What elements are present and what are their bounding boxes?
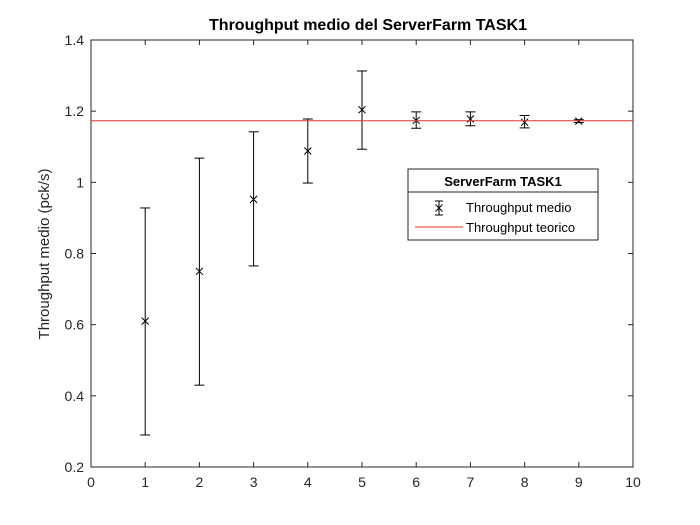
legend-title: ServerFarm TASK1 xyxy=(444,174,562,189)
chart-title: Throughput medio del ServerFarm TASK1 xyxy=(209,17,527,34)
y-tick-label: 0.4 xyxy=(65,388,85,404)
x-tick-label: 2 xyxy=(196,474,204,490)
x-marker xyxy=(303,147,312,155)
legend-entry-throughput-medio: Throughput medio xyxy=(435,200,572,216)
plot-area: 0 1 2 3 4 5 6 7 8 9 10 0.2 0.4 0.6 0.8 1 1.2 1.4 xyxy=(65,32,641,490)
y-tick-label: 1.4 xyxy=(65,32,85,48)
data-point xyxy=(248,131,259,267)
x-axis: 0 1 2 3 4 5 6 7 8 9 10 xyxy=(87,40,641,490)
y-tick-label: 0.2 xyxy=(65,459,85,475)
legend-entry-throughput-teorico: Throughput teorico xyxy=(415,220,575,235)
x-marker xyxy=(520,118,529,127)
y-tick-label: 1.2 xyxy=(65,103,85,119)
x-marker xyxy=(141,317,150,325)
x-marker xyxy=(466,115,475,123)
x-tick-label: 6 xyxy=(412,474,420,490)
x-tick-label: 0 xyxy=(87,474,95,490)
legend-x-marker xyxy=(435,204,443,212)
x-tick-label: 5 xyxy=(358,474,366,490)
data-point xyxy=(519,114,530,129)
legend-label-throughput-medio: Throughput medio xyxy=(466,200,572,215)
x-marker xyxy=(249,195,258,204)
x-marker xyxy=(195,267,204,276)
x-tick-label: 9 xyxy=(575,474,583,490)
x-tick-label: 8 xyxy=(521,474,529,490)
series-layer xyxy=(91,70,633,436)
x-tick-label: 3 xyxy=(250,474,258,490)
y-axis: 0.2 0.4 0.6 0.8 1 1.2 1.4 xyxy=(65,32,633,475)
y-tick-label: 0.8 xyxy=(65,246,85,262)
data-point xyxy=(140,207,151,436)
legend-label-throughput-teorico: Throughput teorico xyxy=(466,220,575,235)
data-point xyxy=(194,157,205,386)
legend: ServerFarm TASK1 Throughput medio Throug… xyxy=(407,168,599,241)
x-marker xyxy=(358,105,366,114)
y-tick-label: 0.6 xyxy=(65,317,85,333)
legend-box xyxy=(407,168,599,241)
data-point xyxy=(465,111,476,127)
data-point xyxy=(357,70,367,150)
x-tick-label: 4 xyxy=(304,474,312,490)
y-axis-label: Throughput medio (pck/s) xyxy=(36,169,53,340)
data-point xyxy=(411,111,422,129)
data-point xyxy=(302,118,313,184)
y-tick-label: 1 xyxy=(76,174,84,190)
x-tick-label: 1 xyxy=(141,474,149,490)
x-tick-label: 7 xyxy=(467,474,475,490)
x-tick-label: 10 xyxy=(625,474,641,490)
